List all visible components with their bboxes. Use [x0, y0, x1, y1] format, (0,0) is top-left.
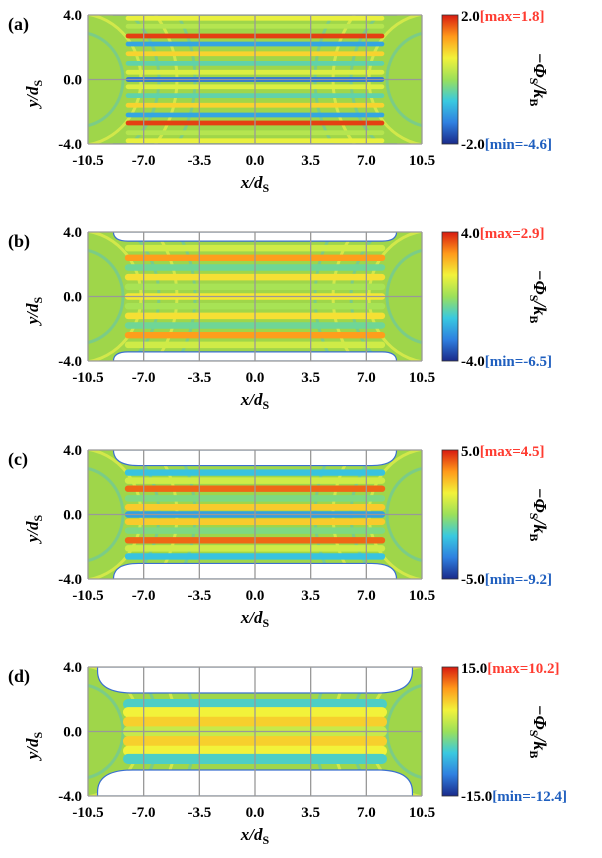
colorbar-bottom-label: -5.0[min=-9.2]: [461, 572, 552, 588]
x-tick-label: 0.0: [246, 588, 265, 604]
x-tick-label: -7.0: [132, 370, 156, 386]
y-axis-label: y/dS: [23, 79, 45, 109]
panel-label: (a): [8, 14, 29, 35]
colorbar-max-annotation: [max=4.5]: [480, 444, 545, 460]
x-tick-label: 10.5: [409, 153, 435, 169]
x-tick-label: -3.5: [187, 805, 211, 821]
x-tick-label: 3.5: [301, 805, 320, 821]
colorbar-title: −ΦS/kB: [527, 53, 550, 107]
y-tick-label: 0.0: [63, 725, 82, 741]
x-tick-label: 7.0: [357, 588, 376, 604]
x-tick-label: 10.5: [409, 370, 435, 386]
x-tick-label: -10.5: [72, 153, 103, 169]
x-axis-label: x/dS: [240, 608, 270, 630]
x-tick-label: 3.5: [301, 153, 320, 169]
colorbar-bottom-label: -2.0[min=-4.6]: [461, 137, 552, 153]
x-tick-label: 10.5: [409, 588, 435, 604]
x-axis-label: x/dS: [240, 173, 270, 195]
y-tick-label: -4.0: [58, 354, 82, 370]
colorbar-max-annotation: [max=10.2]: [487, 661, 559, 677]
x-axis-label: x/dS: [240, 390, 270, 412]
x-tick-label: -7.0: [132, 588, 156, 604]
x-tick-label: 10.5: [409, 805, 435, 821]
colorbar-top-label: 4.0[max=2.9]: [461, 226, 545, 242]
y-tick-label: 4.0: [63, 8, 82, 24]
panel-2: (b) 4.0 0.0 -4.0-10.5 -7.0 -3.5 0.0 3.5 7.0 10.5 4…: [8, 225, 552, 386]
x-tick-label: 0.0: [246, 805, 265, 821]
colorbar: [441, 14, 459, 145]
y-tick-label: -4.0: [58, 137, 82, 153]
y-axis-label: y/dS: [23, 296, 45, 326]
x-tick-label: -3.5: [187, 153, 211, 169]
y-tick-label: -4.0: [58, 572, 82, 588]
y-tick-label: -4.0: [58, 789, 82, 805]
colorbar-title: −ΦS/kB: [527, 270, 550, 324]
x-tick-label: -10.5: [72, 588, 103, 604]
colorbar: [441, 231, 459, 362]
colorbar-top-label: 5.0[max=4.5]: [461, 444, 545, 460]
x-tick-label: 7.0: [357, 370, 376, 386]
x-tick-label: 0.0: [246, 153, 265, 169]
x-tick-label: 7.0: [357, 805, 376, 821]
x-tick-label: -10.5: [72, 805, 103, 821]
y-tick-label: 0.0: [63, 290, 82, 306]
y-tick-label: 4.0: [63, 443, 82, 459]
x-tick-label: -3.5: [187, 370, 211, 386]
colorbar: [441, 666, 459, 797]
x-tick-label: -7.0: [132, 805, 156, 821]
panel-label: (d): [8, 666, 30, 687]
panel-label: (b): [8, 231, 30, 252]
y-tick-label: 4.0: [63, 225, 82, 241]
panel-4: (d) 4.0 0.0 -4.0-10.5 -7.0 -3.5 0.0 3.5 7.0 10.5 1…: [8, 660, 567, 821]
heatmap-field: [88, 15, 422, 144]
panel-label: (c): [8, 449, 28, 470]
x-tick-label: 3.5: [301, 370, 320, 386]
x-axis-label: x/dS: [240, 825, 270, 847]
colorbar-title: −ΦS/kB: [527, 705, 550, 759]
colorbar-min-annotation: [min=-4.6]: [485, 137, 552, 153]
y-tick-label: 0.0: [63, 508, 82, 524]
x-tick-label: -7.0: [132, 153, 156, 169]
x-tick-label: -3.5: [187, 588, 211, 604]
colorbar-max-annotation: [max=1.8]: [480, 9, 545, 25]
colorbar: [441, 449, 459, 580]
x-tick-label: -10.5: [72, 370, 103, 386]
y-axis-label: y/dS: [23, 514, 45, 544]
colorbar-bottom-label: -4.0[min=-6.5]: [461, 354, 552, 370]
x-tick-label: 0.0: [246, 370, 265, 386]
colorbar-max-annotation: [max=2.9]: [480, 226, 545, 242]
x-tick-label: 3.5: [301, 588, 320, 604]
x-tick-label: 7.0: [357, 153, 376, 169]
colorbar-bottom-label: -15.0[min=-12.4]: [461, 789, 567, 805]
colorbar-top-label: 2.0[max=1.8]: [461, 9, 545, 25]
colorbar-title: −ΦS/kB: [527, 488, 550, 542]
colorbar-min-annotation: [min=-6.5]: [485, 354, 552, 370]
colorbar-min-annotation: [min=-9.2]: [485, 572, 552, 588]
colorbar-top-label: 15.0[max=10.2]: [461, 661, 560, 677]
y-tick-label: 4.0: [63, 660, 82, 676]
y-axis-label: y/dS: [23, 731, 45, 761]
colorbar-min-annotation: [min=-12.4]: [492, 789, 567, 805]
panel-1: (a) 4.0 0.0 -4.0-10.5 -7.0 -3.5 0.0 3.5 7.0 10.5 2…: [8, 8, 552, 169]
y-tick-label: 0.0: [63, 73, 82, 89]
panel-3: (c) 4.0 0.0 -4.0-10.5 -7.0 -3.5 0.0 3.5 7.0 10.5 5…: [8, 443, 552, 604]
